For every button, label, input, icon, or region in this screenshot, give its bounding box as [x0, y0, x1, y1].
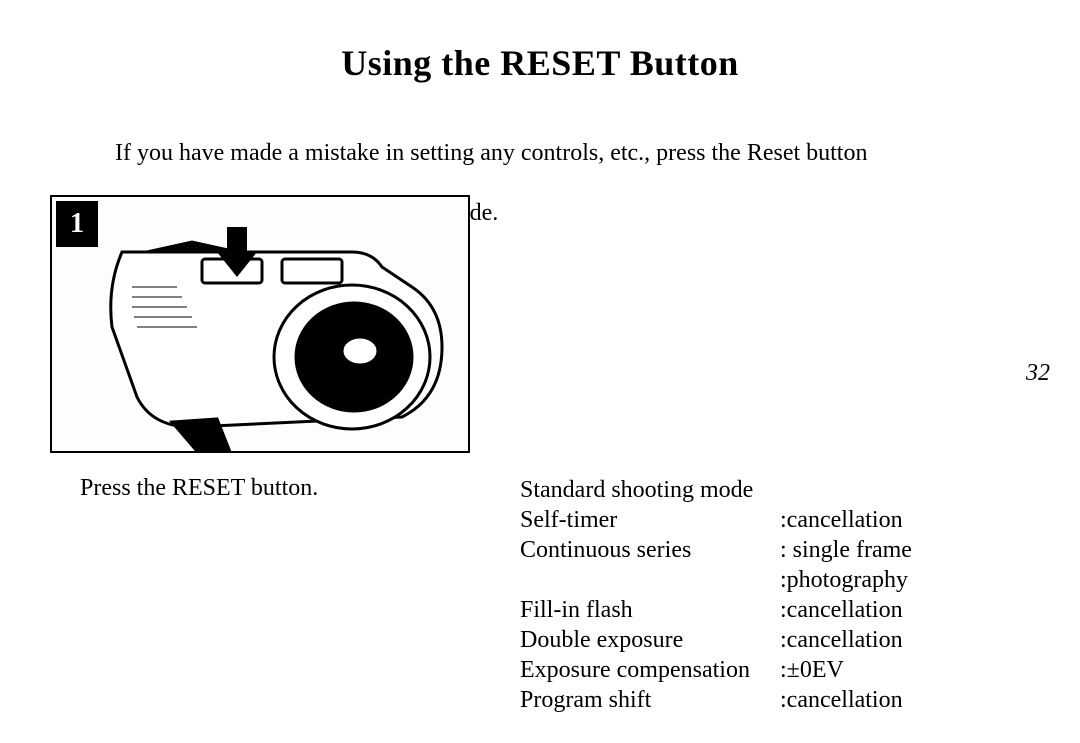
manual-page: { "title": "Using the RESET Button", "in…	[0, 0, 1080, 743]
mode-value: :cancellation	[780, 685, 912, 715]
mode-value: :cancellation	[780, 595, 912, 625]
figure-panel: 1	[50, 195, 470, 453]
mode-heading: Standard shooting mode	[520, 475, 912, 505]
mode-label: Continuous series	[520, 535, 780, 595]
table-row: Exposure compensation :±0EV	[520, 655, 912, 685]
mode-label: Fill-in flash	[520, 595, 780, 625]
page-title: Using the RESET Button	[0, 42, 1080, 84]
mode-table: Self-timer :cancellation Continuous seri…	[520, 505, 912, 715]
table-row: Program shift :cancellation	[520, 685, 912, 715]
camera-illustration	[52, 197, 468, 451]
mode-section: Standard shooting mode Self-timer :cance…	[520, 475, 912, 715]
mode-label: Self-timer	[520, 505, 780, 535]
intro-line-1: If you have made a mistake in setting an…	[115, 140, 867, 166]
page-number: 32	[1026, 360, 1050, 387]
mode-value: : single frame :photography	[780, 535, 912, 595]
mode-value: :±0EV	[780, 655, 912, 685]
table-row: Fill-in flash :cancellation	[520, 595, 912, 625]
table-row: Self-timer :cancellation	[520, 505, 912, 535]
mode-label: Program shift	[520, 685, 780, 715]
mode-value: :cancellation	[780, 505, 912, 535]
table-row: Continuous series : single frame :photog…	[520, 535, 912, 595]
figure-caption: Press the RESET button.	[80, 475, 318, 502]
table-row: Double exposure :cancellation	[520, 625, 912, 655]
mode-label: Double exposure	[520, 625, 780, 655]
mode-value: :cancellation	[780, 625, 912, 655]
mode-label: Exposure compensation	[520, 655, 780, 685]
